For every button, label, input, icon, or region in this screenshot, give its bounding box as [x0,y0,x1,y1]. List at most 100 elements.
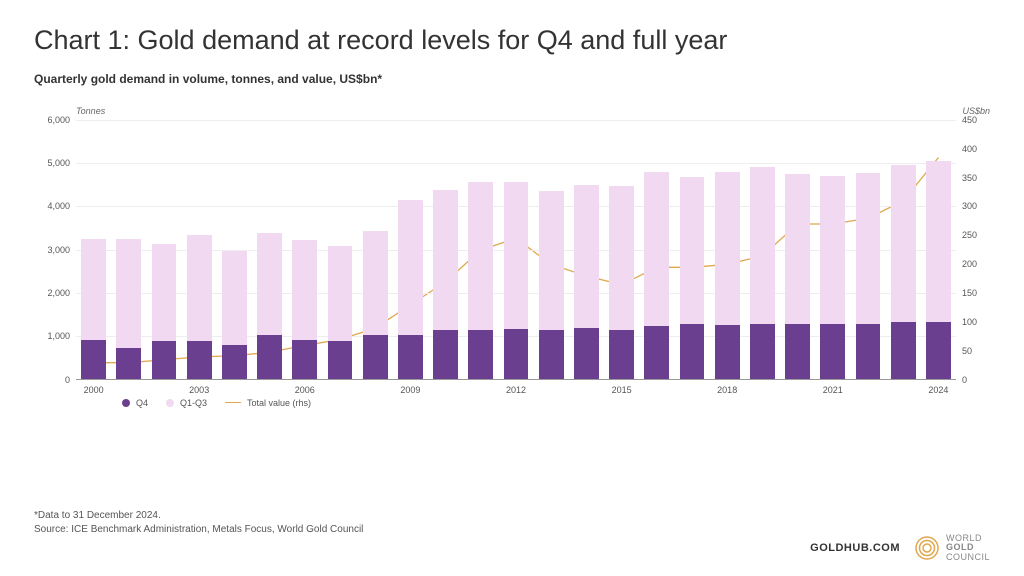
bar-group [468,182,493,379]
bar-q1q3 [504,182,529,329]
bar-q1q3 [785,174,810,324]
legend-swatch-icon [166,399,174,407]
bar-group [116,239,141,379]
bar-group [433,190,458,379]
footnotes: *Data to 31 December 2024. Source: ICE B… [34,509,363,536]
bar-q1q3 [820,176,845,324]
wgc-rings-icon [914,535,940,561]
bar-q1q3 [81,239,106,340]
bar-group [820,176,845,379]
ytick-right: 300 [956,201,977,211]
legend: Q4 Q1-Q3 Total value (rhs) [122,398,311,408]
bar-q4 [257,335,282,379]
bar-group [152,244,177,378]
legend-item: Total value (rhs) [225,398,311,408]
bar-group [644,172,669,379]
ytick-right: 200 [956,259,977,269]
bar-q4 [539,330,564,379]
x-tick-label: 2009 [400,379,420,395]
bar-q4 [504,329,529,379]
ytick-left: 2,000 [47,288,76,298]
bar-q1q3 [680,177,705,324]
bar-q1q3 [152,244,177,341]
bar-group [187,235,212,379]
bar-q4 [856,324,881,379]
bar-q1q3 [257,233,282,334]
legend-label: Q4 [136,398,148,408]
goldhub-label: GOLDHUB.COM [810,542,900,554]
wgc-logo: WORLD GOLD COUNCIL [914,534,990,562]
x-tick-label: 2012 [506,379,526,395]
bar-q1q3 [328,246,353,341]
ytick-left: 4,000 [47,201,76,211]
bar-q1q3 [468,182,493,331]
ytick-left: 3,000 [47,245,76,255]
bar-q4 [433,330,458,379]
footnote-1: *Data to 31 December 2024. [34,509,363,523]
bar-q1q3 [292,240,317,340]
x-tick-label: 2015 [612,379,632,395]
gridline [76,163,956,164]
x-tick-label: 2003 [189,379,209,395]
bar-q1q3 [574,185,599,328]
bar-q4 [222,345,247,379]
x-tick-label: 2006 [295,379,315,395]
chart-area: Tonnes US$bn 01,0002,0003,0004,0005,0006… [34,110,990,410]
bar-q4 [152,341,177,379]
x-tick-label: 2021 [823,379,843,395]
chart-title: Chart 1: Gold demand at record levels fo… [34,24,990,58]
bar-q4 [468,330,493,379]
bar-q4 [785,324,810,379]
x-tick-label: 2000 [84,379,104,395]
bar-group [539,191,564,379]
bar-group [257,233,282,379]
bar-q4 [926,322,951,379]
bar-group [891,165,916,379]
bar-q4 [609,330,634,379]
bar-q4 [363,335,388,378]
legend-line-icon [225,402,241,403]
chart-card: Chart 1: Gold demand at record levels fo… [0,0,1024,576]
bar-group [328,246,353,379]
ytick-right: 100 [956,317,977,327]
ytick-right: 350 [956,173,977,183]
bar-q1q3 [222,251,247,345]
ytick-left: 1,000 [47,331,76,341]
bar-q4 [750,324,775,379]
bar-group [715,172,740,379]
gridline [76,120,956,121]
footer: GOLDHUB.COM WORLD GOLD COUNCIL [810,534,990,562]
bar-q1q3 [187,235,212,341]
bar-group [222,251,247,378]
bar-q4 [574,328,599,379]
legend-label: Q1-Q3 [180,398,207,408]
wgc-text: WORLD GOLD COUNCIL [946,534,990,562]
legend-item: Q4 [122,398,148,408]
legend-item: Q1-Q3 [166,398,207,408]
bar-q1q3 [644,172,669,327]
bar-q1q3 [891,165,916,322]
bar-q4 [328,341,353,379]
bar-q4 [891,322,916,379]
bar-q1q3 [539,191,564,330]
bar-q4 [398,335,423,379]
bar-q4 [81,340,106,379]
bar-q4 [116,348,141,378]
footnote-2: Source: ICE Benchmark Administration, Me… [34,523,363,537]
bar-q1q3 [398,200,423,335]
bar-group [292,240,317,379]
plot-region: 01,0002,0003,0004,0005,0006,000050100150… [76,120,956,380]
bar-q1q3 [363,231,388,336]
bar-group [750,167,775,378]
bar-q1q3 [926,161,951,321]
bar-q1q3 [609,186,634,330]
x-tick-label: 2018 [717,379,737,395]
bar-group [785,174,810,379]
bar-q4 [715,325,740,379]
ytick-right: 250 [956,230,977,240]
bar-q1q3 [856,173,881,324]
bar-q4 [292,340,317,379]
ytick-left: 0 [65,375,76,385]
bar-q1q3 [750,167,775,324]
legend-swatch-icon [122,399,130,407]
